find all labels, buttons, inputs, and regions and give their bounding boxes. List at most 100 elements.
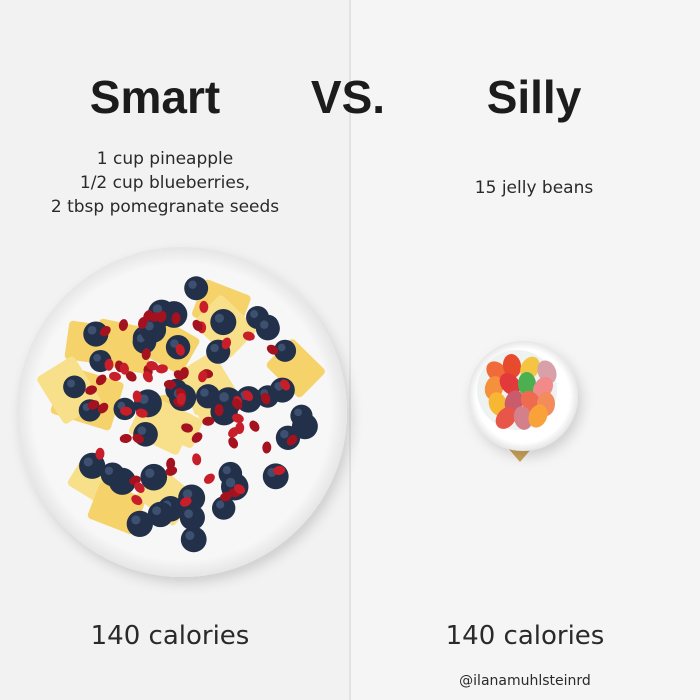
blueberry-highlight [152, 304, 163, 314]
blueberry-highlight [184, 509, 194, 519]
pomegranate-seed [260, 392, 271, 405]
pomegranate-seed [175, 344, 185, 356]
pomegranate-seed [235, 422, 245, 435]
blueberry-highlight [67, 379, 76, 388]
blueberry [290, 404, 313, 427]
blueberry-highlight [294, 408, 303, 417]
pomegranate-seed [232, 398, 243, 410]
blueberry [255, 316, 280, 341]
pomegranate-seed [233, 484, 246, 495]
pomegranate-seed [119, 433, 132, 444]
pomegranate-seed [242, 390, 254, 402]
blueberry-highlight [131, 515, 141, 525]
pomegranate-seed [119, 362, 129, 375]
left-description: 2 tbsp pomegranate seeds [51, 197, 279, 217]
pomegranate-seed [221, 337, 232, 350]
blueberry-highlight [87, 325, 97, 335]
right-calories: 140 calories [446, 621, 605, 651]
blueberry-highlight [216, 500, 225, 509]
pomegranate-seed [85, 385, 97, 395]
jelly-bean [502, 354, 522, 378]
blueberry [147, 501, 174, 528]
pomegranate-seed [142, 371, 153, 383]
jelly-beans [484, 354, 557, 430]
pomegranate-seed [273, 465, 286, 475]
blueberry-highlight [93, 353, 102, 362]
pomegranate-seed [97, 402, 109, 414]
jelly-bean [517, 372, 537, 396]
pomegranate-seed [192, 453, 202, 466]
blueberry [100, 462, 125, 487]
right-title: Silly [487, 71, 582, 123]
blueberry-highlight [219, 392, 229, 402]
pomegranate-seed [134, 482, 145, 493]
pomegranate-seed [242, 331, 255, 341]
pomegranate-seed [220, 491, 232, 502]
pomegranate-seed [99, 325, 111, 337]
pomegranate-seed [138, 317, 148, 329]
pomegranate-seed [228, 437, 239, 449]
pomegranate-seed [87, 400, 100, 410]
blueberry-highlight [188, 280, 197, 289]
versus: VS. [311, 71, 385, 123]
pomegranate-seed [249, 420, 260, 432]
blueberry-highlight [210, 343, 219, 353]
blueberry-highlight [137, 426, 147, 435]
pomegranate-seed [232, 413, 244, 423]
blueberry [184, 276, 209, 301]
blueberry-highlight [182, 489, 193, 499]
pomegranate-seed [163, 379, 176, 389]
credit: @ilanamuhlsteinrd [459, 673, 591, 689]
blueberry [210, 309, 237, 336]
pomegranate-seed [118, 319, 128, 332]
pomegranate-seed [176, 392, 186, 405]
bowl-foot [508, 448, 532, 462]
left-description: 1/2 cup blueberries, [80, 173, 250, 193]
pomegranate-seed [135, 408, 148, 418]
blueberry-highlight [214, 313, 224, 323]
jelly-bean [528, 404, 548, 428]
pomegranate-seed [104, 358, 114, 371]
pomegranate-seed [204, 473, 215, 484]
blueberry-highlight [200, 388, 209, 397]
pomegranate-seed [180, 497, 192, 507]
jelly-bean [499, 373, 521, 395]
pomegranate-seed [125, 371, 137, 382]
jelly-bean [495, 407, 517, 429]
pomegranate-seed [266, 344, 279, 355]
pomegranate-seed [279, 379, 291, 391]
left-title: Smart [90, 71, 220, 123]
pomegranate-seed [198, 370, 208, 383]
pomegranate-seed [191, 432, 203, 443]
pomegranate-seed [141, 348, 151, 360]
blueberry [179, 504, 205, 531]
right-description: 15 jelly beans [475, 178, 594, 198]
blueberry-highlight [225, 477, 236, 488]
pomegranate-seed [286, 434, 298, 446]
left-description: 1 cup pineapple [97, 149, 233, 169]
pomegranate-seed [202, 416, 215, 426]
pomegranate-seed [155, 364, 168, 374]
pomegranate-seed [262, 441, 272, 454]
blueberry-highlight [152, 506, 162, 516]
pomegranate-seed [146, 361, 159, 371]
pomegranate-seed [95, 447, 105, 460]
blueberry-highlight [222, 466, 231, 475]
pomegranate-seed [199, 300, 209, 313]
blueberry-highlight [250, 310, 259, 319]
blueberry-highlight [260, 320, 269, 329]
fruit [37, 276, 325, 553]
blueberry-highlight [280, 429, 289, 439]
pomegranate-seed [181, 423, 193, 433]
pomegranate-seed [132, 390, 142, 403]
blueberry-highlight [104, 466, 114, 475]
pomegranate-seed [132, 433, 145, 444]
pomegranate-seed [131, 494, 143, 506]
jelly-bean [513, 406, 533, 430]
blueberry [63, 375, 86, 399]
blueberry-highlight [83, 457, 93, 467]
left-calories: 140 calories [91, 621, 250, 651]
pomegranate-seed [166, 457, 176, 470]
